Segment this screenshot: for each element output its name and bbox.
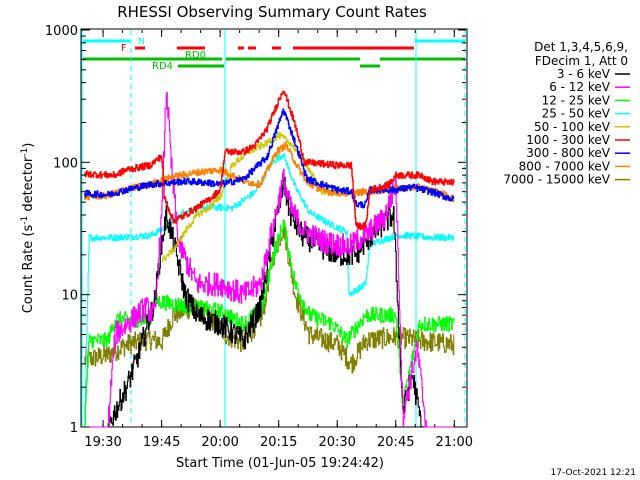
axis-layer: 19:30 19:45 20:00 20:15 20:30 20:45 21:00 1 10 10… xyxy=(45,24,473,450)
x-tick-label: 20:45 xyxy=(377,435,414,450)
y-tick-label: 100 xyxy=(53,156,78,171)
x-tick-label: 19:30 xyxy=(84,435,121,450)
legend: Det 1,3,4,5,6,9, FDecim 1, Att 0 3 - 6 k… xyxy=(503,40,630,187)
series-layer xyxy=(84,90,455,428)
flag-bars: N F RD0 RD4 xyxy=(83,37,465,72)
legend-entry-label: 25 - 50 keV xyxy=(542,107,611,121)
x-tick-label: 20:00 xyxy=(201,435,238,450)
x-tick-label: 19:45 xyxy=(143,435,180,450)
plot-area-frame xyxy=(80,28,468,428)
flag-label-n: N xyxy=(138,37,145,47)
y-axis-label: Count Rate (s-1 detector-1) xyxy=(20,143,36,314)
legend-entry-label: 800 - 7000 keV xyxy=(519,159,611,173)
legend-header-line: FDecim 1, Att 0 xyxy=(535,54,628,68)
y-tick-label: 1000 xyxy=(45,24,78,39)
flag-label-rd4: RD4 xyxy=(152,61,173,72)
series-line xyxy=(84,90,455,230)
x-tick-label: 21:00 xyxy=(436,435,473,450)
legend-entry-label: 50 - 100 keV xyxy=(534,120,611,134)
legend-entry-label: 300 - 800 keV xyxy=(526,146,610,160)
series-line xyxy=(84,92,454,428)
y-tick-label: 10 xyxy=(61,289,78,304)
y-tick-label: 1 xyxy=(70,421,78,436)
legend-entry-label: 3 - 6 keV xyxy=(557,67,611,81)
legend-entry-label: 7000 - 15000 keV xyxy=(503,173,610,187)
legend-entry-label: 6 - 12 keV xyxy=(549,80,611,94)
chart-title: RHESSI Observing Summary Count Rates xyxy=(117,3,427,21)
legend-entry-label: 12 - 25 keV xyxy=(542,93,611,107)
x-axis-label: Start Time (01-Jun-05 19:24:42) xyxy=(176,456,384,471)
flag-label-rd0: RD0 xyxy=(185,50,206,61)
legend-entry-label: 100 - 300 keV xyxy=(526,133,610,147)
flag-label-f: F xyxy=(121,43,127,54)
x-tick-label: 20:15 xyxy=(260,435,297,450)
legend-header-line: Det 1,3,4,5,6,9, xyxy=(534,40,628,54)
footer-date: 17-Oct-2021 12:21 xyxy=(551,468,636,478)
series-line xyxy=(84,108,455,209)
x-tick-label: 20:30 xyxy=(318,435,355,450)
